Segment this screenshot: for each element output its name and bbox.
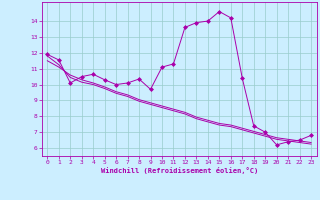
X-axis label: Windchill (Refroidissement éolien,°C): Windchill (Refroidissement éolien,°C) [100, 167, 258, 174]
